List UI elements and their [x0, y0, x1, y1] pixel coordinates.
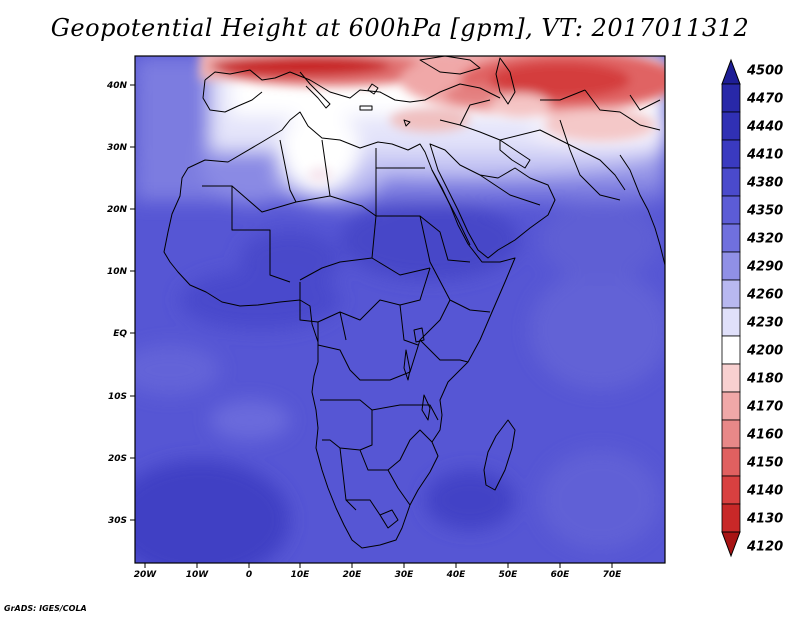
colorbar-label: 4500 — [746, 64, 783, 79]
colorbar-label: 4320 — [746, 232, 783, 247]
y-tick: 20N — [107, 205, 135, 215]
colorbar-swatch — [721, 251, 741, 281]
colorbar-label: 4130 — [746, 512, 783, 527]
y-tick: EQ — [113, 329, 135, 339]
colorbar-swatch — [721, 307, 741, 337]
y-tick-label: 10N — [107, 267, 128, 277]
x-tick-label: 70E — [603, 570, 623, 580]
x-tick-label: 10E — [291, 570, 311, 580]
coastlines — [163, 56, 665, 549]
x-tick-label: 0 — [246, 570, 252, 580]
x-tick: 10E — [291, 563, 311, 580]
colorbar-label: 4140 — [746, 484, 783, 499]
colorbar-label: 4440 — [746, 120, 783, 135]
x-tick-label: 60E — [551, 570, 571, 580]
colorbar-swatch — [721, 167, 741, 197]
footer-credit: GrADS: IGES/COLA — [4, 604, 87, 613]
colorbar-top-arrow — [721, 58, 741, 85]
y-tick-label: EQ — [113, 329, 127, 339]
arabia-coastline — [429, 143, 556, 259]
colorbar-label: 4380 — [746, 176, 783, 191]
y-tick-label: 30S — [108, 516, 127, 526]
x-tick: 40E — [446, 563, 467, 580]
colorbar-label: 4160 — [746, 428, 783, 443]
x-tick-label: 30E — [395, 570, 415, 580]
x-axis: 20W 10W 0 10E 20E 30E 40E 50E 60E 70E — [134, 563, 622, 580]
x-tick-label: 50E — [499, 570, 519, 580]
y-tick: 10N — [107, 267, 135, 277]
colorbar-label: 4150 — [746, 456, 783, 471]
y-tick-label: 20S — [108, 454, 127, 464]
colorbar-swatch — [721, 335, 741, 365]
x-tick-label: 10W — [186, 570, 210, 580]
page-title: Geopotential Height at 600hPa [gpm], VT:… — [50, 14, 750, 42]
map-frame — [134, 55, 666, 564]
colorbar-swatch — [721, 111, 741, 141]
colorbar-swatch — [721, 139, 741, 169]
y-axis: 40N 30N 20N 10N EQ 10S 20S 30S — [106, 81, 135, 526]
y-tick-label: 30N — [107, 143, 128, 153]
europe-coastline — [204, 69, 501, 103]
y-tick: 30N — [107, 143, 135, 153]
colorbar-label: 4410 — [746, 148, 783, 163]
colorbar-swatch — [721, 223, 741, 253]
y-tick-label: 40N — [106, 81, 128, 91]
x-tick: 50E — [499, 563, 519, 580]
x-tick: 20W — [134, 563, 158, 580]
colorbar-swatch — [721, 83, 741, 113]
colorbar-label: 4230 — [746, 316, 783, 331]
colorbar-label: 4470 — [746, 92, 783, 107]
colorbar-label: 4350 — [746, 204, 783, 219]
colorbar-label: 4290 — [746, 260, 783, 275]
colorbar-label: 4180 — [746, 372, 783, 387]
x-tick: 30E — [395, 563, 415, 580]
x-tick: 0 — [246, 563, 252, 580]
colorbar-label: 4120 — [746, 540, 783, 555]
x-tick: 20E — [343, 563, 363, 580]
x-tick: 60E — [551, 563, 571, 580]
x-tick-label: 20E — [343, 570, 363, 580]
colorbar-swatch — [721, 279, 741, 309]
y-tick: 30S — [108, 516, 135, 526]
y-tick: 10S — [108, 392, 135, 402]
x-tick: 70E — [603, 563, 623, 580]
colorbar-label: 4200 — [746, 344, 783, 359]
colorbar-swatch — [721, 363, 741, 393]
y-tick-label: 20N — [107, 205, 128, 215]
height-field — [135, 56, 665, 563]
colorbar-label: 4260 — [746, 288, 783, 303]
colorbar-swatch — [721, 195, 741, 225]
colorbar-label: 4170 — [746, 400, 783, 415]
colorbar-swatch — [721, 447, 741, 477]
colorbar-swatch — [721, 503, 741, 533]
x-tick-label: 20W — [134, 570, 158, 580]
colorbar-swatch — [721, 419, 741, 449]
colorbar-bottom-arrow — [721, 531, 741, 558]
x-tick-label: 40E — [446, 570, 467, 580]
y-tick: 40N — [106, 81, 135, 91]
colorbar-swatch — [721, 391, 741, 421]
colorbar-swatch — [721, 475, 741, 505]
madagascar-coastline — [483, 419, 516, 491]
y-tick-label: 10S — [108, 392, 127, 402]
colorbar: 4500 4470 4440 4410 4380 4350 4320 4290 4260 4230… — [721, 58, 783, 558]
x-tick: 10W — [186, 563, 210, 580]
y-tick: 20S — [108, 454, 135, 464]
